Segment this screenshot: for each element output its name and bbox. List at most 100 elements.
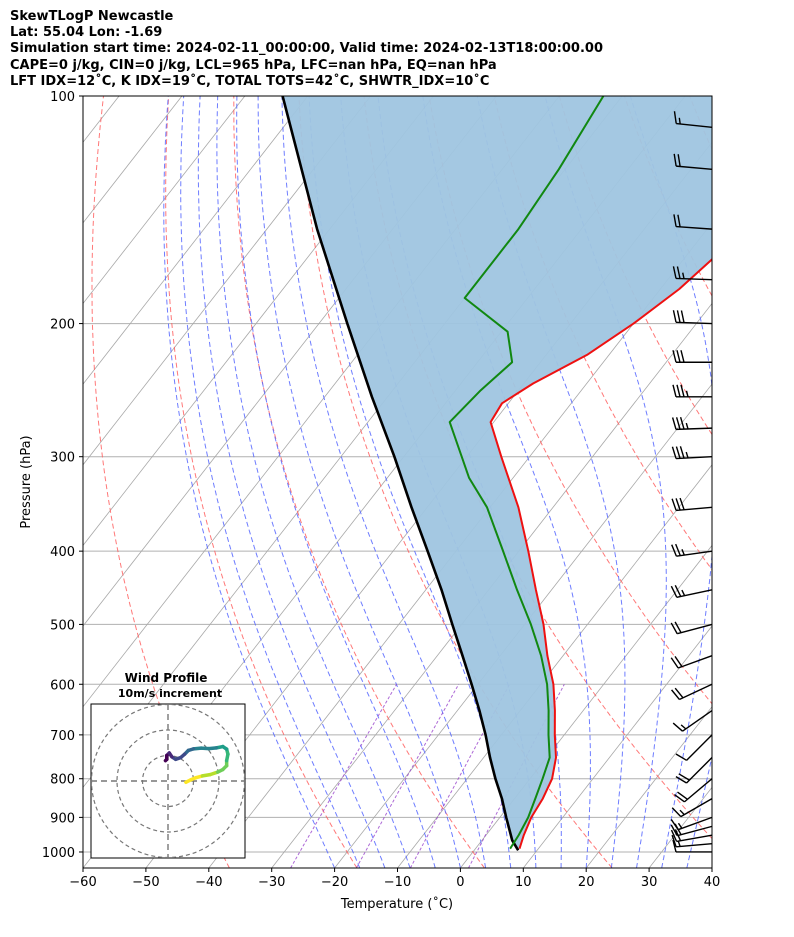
x-tick-label: −30: [258, 875, 285, 890]
isotherm-line: [271, 302, 712, 868]
wind-barb: [671, 417, 713, 431]
isotherm-line: [83, 96, 246, 305]
barb-flag: [675, 776, 687, 784]
barb-shaft: [682, 709, 713, 732]
wind-barb: [671, 798, 713, 818]
mixing-ratio-line: [355, 684, 460, 868]
x-tick-label: −50: [132, 875, 159, 890]
y-axis-label: Pressure (hPa): [19, 435, 34, 528]
barb-shaft: [676, 550, 713, 557]
barb-flag: [676, 350, 681, 363]
moist-adiabat-line: [216, 96, 411, 868]
hodograph-subtitle: 10m/s increment: [118, 687, 222, 700]
x-tick-label: 10: [515, 875, 532, 890]
moist-adiabat-line: [422, 96, 591, 868]
barb-half-flag: [685, 451, 689, 459]
barb-flag: [674, 621, 682, 634]
barb-half-flag: [679, 809, 685, 816]
barb-flag: [672, 266, 677, 279]
cape-cin-line: CAPE=0 j/kg, CIN=0 j/kg, LCL=965 hPa, LF…: [10, 57, 497, 73]
barb-shaft: [679, 683, 713, 701]
barb-flag: [670, 819, 679, 831]
barb-shaft: [676, 225, 713, 230]
moist-adiabat-line: [281, 96, 487, 868]
wind-barb: [670, 816, 713, 831]
isotherm-line: [585, 706, 712, 868]
x-tick-label: −10: [384, 875, 411, 890]
barb-flag: [680, 310, 685, 323]
cape-fill-layer: [282, 96, 712, 849]
isotherm-line: [711, 867, 712, 868]
x-tick-label: 40: [704, 875, 721, 890]
barb-flag: [670, 622, 678, 635]
isotherm-line: [460, 544, 712, 868]
x-tick-label: −60: [69, 875, 96, 890]
wind-barb: [672, 266, 713, 281]
barb-flag: [675, 753, 687, 761]
barb-half-flag: [685, 390, 689, 398]
y-tick-label: 900: [50, 811, 75, 826]
x-tick-label: −20: [321, 875, 348, 890]
x-tick-label: 0: [456, 875, 464, 890]
barb-shaft: [676, 506, 713, 512]
barb-flag: [679, 417, 685, 430]
moist-adiabat-line: [476, 96, 626, 868]
barb-half-flag: [678, 117, 681, 125]
wind-barb: [673, 214, 713, 230]
barb-flag: [679, 446, 685, 459]
wind-barb: [671, 497, 713, 512]
wind-barb: [672, 709, 713, 732]
barb-flag: [677, 154, 681, 167]
barb-flag: [676, 266, 681, 279]
y-tick-label: 800: [50, 773, 75, 788]
x-tick-label: 20: [578, 875, 595, 890]
barb-shaft: [676, 122, 713, 128]
barb-shaft: [676, 842, 713, 848]
wind-barb: [673, 111, 713, 128]
barb-flag: [671, 834, 677, 848]
hodograph-clip: [91, 704, 245, 858]
barb-flag: [671, 544, 677, 557]
cin-area: [282, 96, 712, 849]
barb-shaft: [676, 589, 713, 598]
barb-shaft: [675, 277, 713, 281]
moist-adiabat-line: [308, 96, 512, 868]
barb-flag: [670, 829, 678, 842]
moist-adiabat-line: [236, 96, 436, 868]
barb-half-flag: [677, 822, 683, 829]
y-tick-label: 400: [50, 545, 75, 560]
mixing-ratio-line: [468, 684, 565, 868]
dewpoint-profile-line: [448, 96, 605, 850]
wind-barb: [673, 778, 713, 803]
barb-flag: [671, 446, 677, 459]
barb-half-flag: [680, 724, 687, 730]
barb-flag: [679, 497, 685, 510]
barb-flag: [670, 824, 678, 837]
profiles-layer: [281, 96, 712, 851]
moist-adiabat-line: [257, 96, 461, 868]
barb-flag: [671, 417, 677, 430]
moist-adiabat-line: [629, 96, 712, 868]
y-tick-label: 700: [50, 729, 75, 744]
barb-shaft: [677, 623, 713, 635]
wind-barb: [675, 734, 713, 761]
barb-shaft: [680, 798, 713, 818]
isotherm-line: [83, 96, 309, 385]
barb-flag: [675, 446, 681, 459]
wind-barb: [672, 839, 712, 853]
simulation-time-line: Simulation start time: 2024-02-11_00:00:…: [10, 41, 603, 57]
barb-half-flag: [681, 549, 685, 556]
isotherm-line: [83, 96, 371, 466]
barb-flag: [673, 214, 677, 227]
moist-adiabat-line: [180, 96, 361, 868]
wind-barb: [675, 757, 713, 784]
wind-barb: [670, 585, 713, 598]
wind-barbs: [670, 111, 713, 853]
barb-shaft: [675, 321, 713, 325]
barb-flag: [680, 384, 685, 398]
dry-adiabat-line: [493, 96, 712, 571]
barb-flag: [672, 384, 677, 398]
barb-shaft: [677, 825, 713, 837]
mixing-ratio-line: [409, 684, 511, 868]
